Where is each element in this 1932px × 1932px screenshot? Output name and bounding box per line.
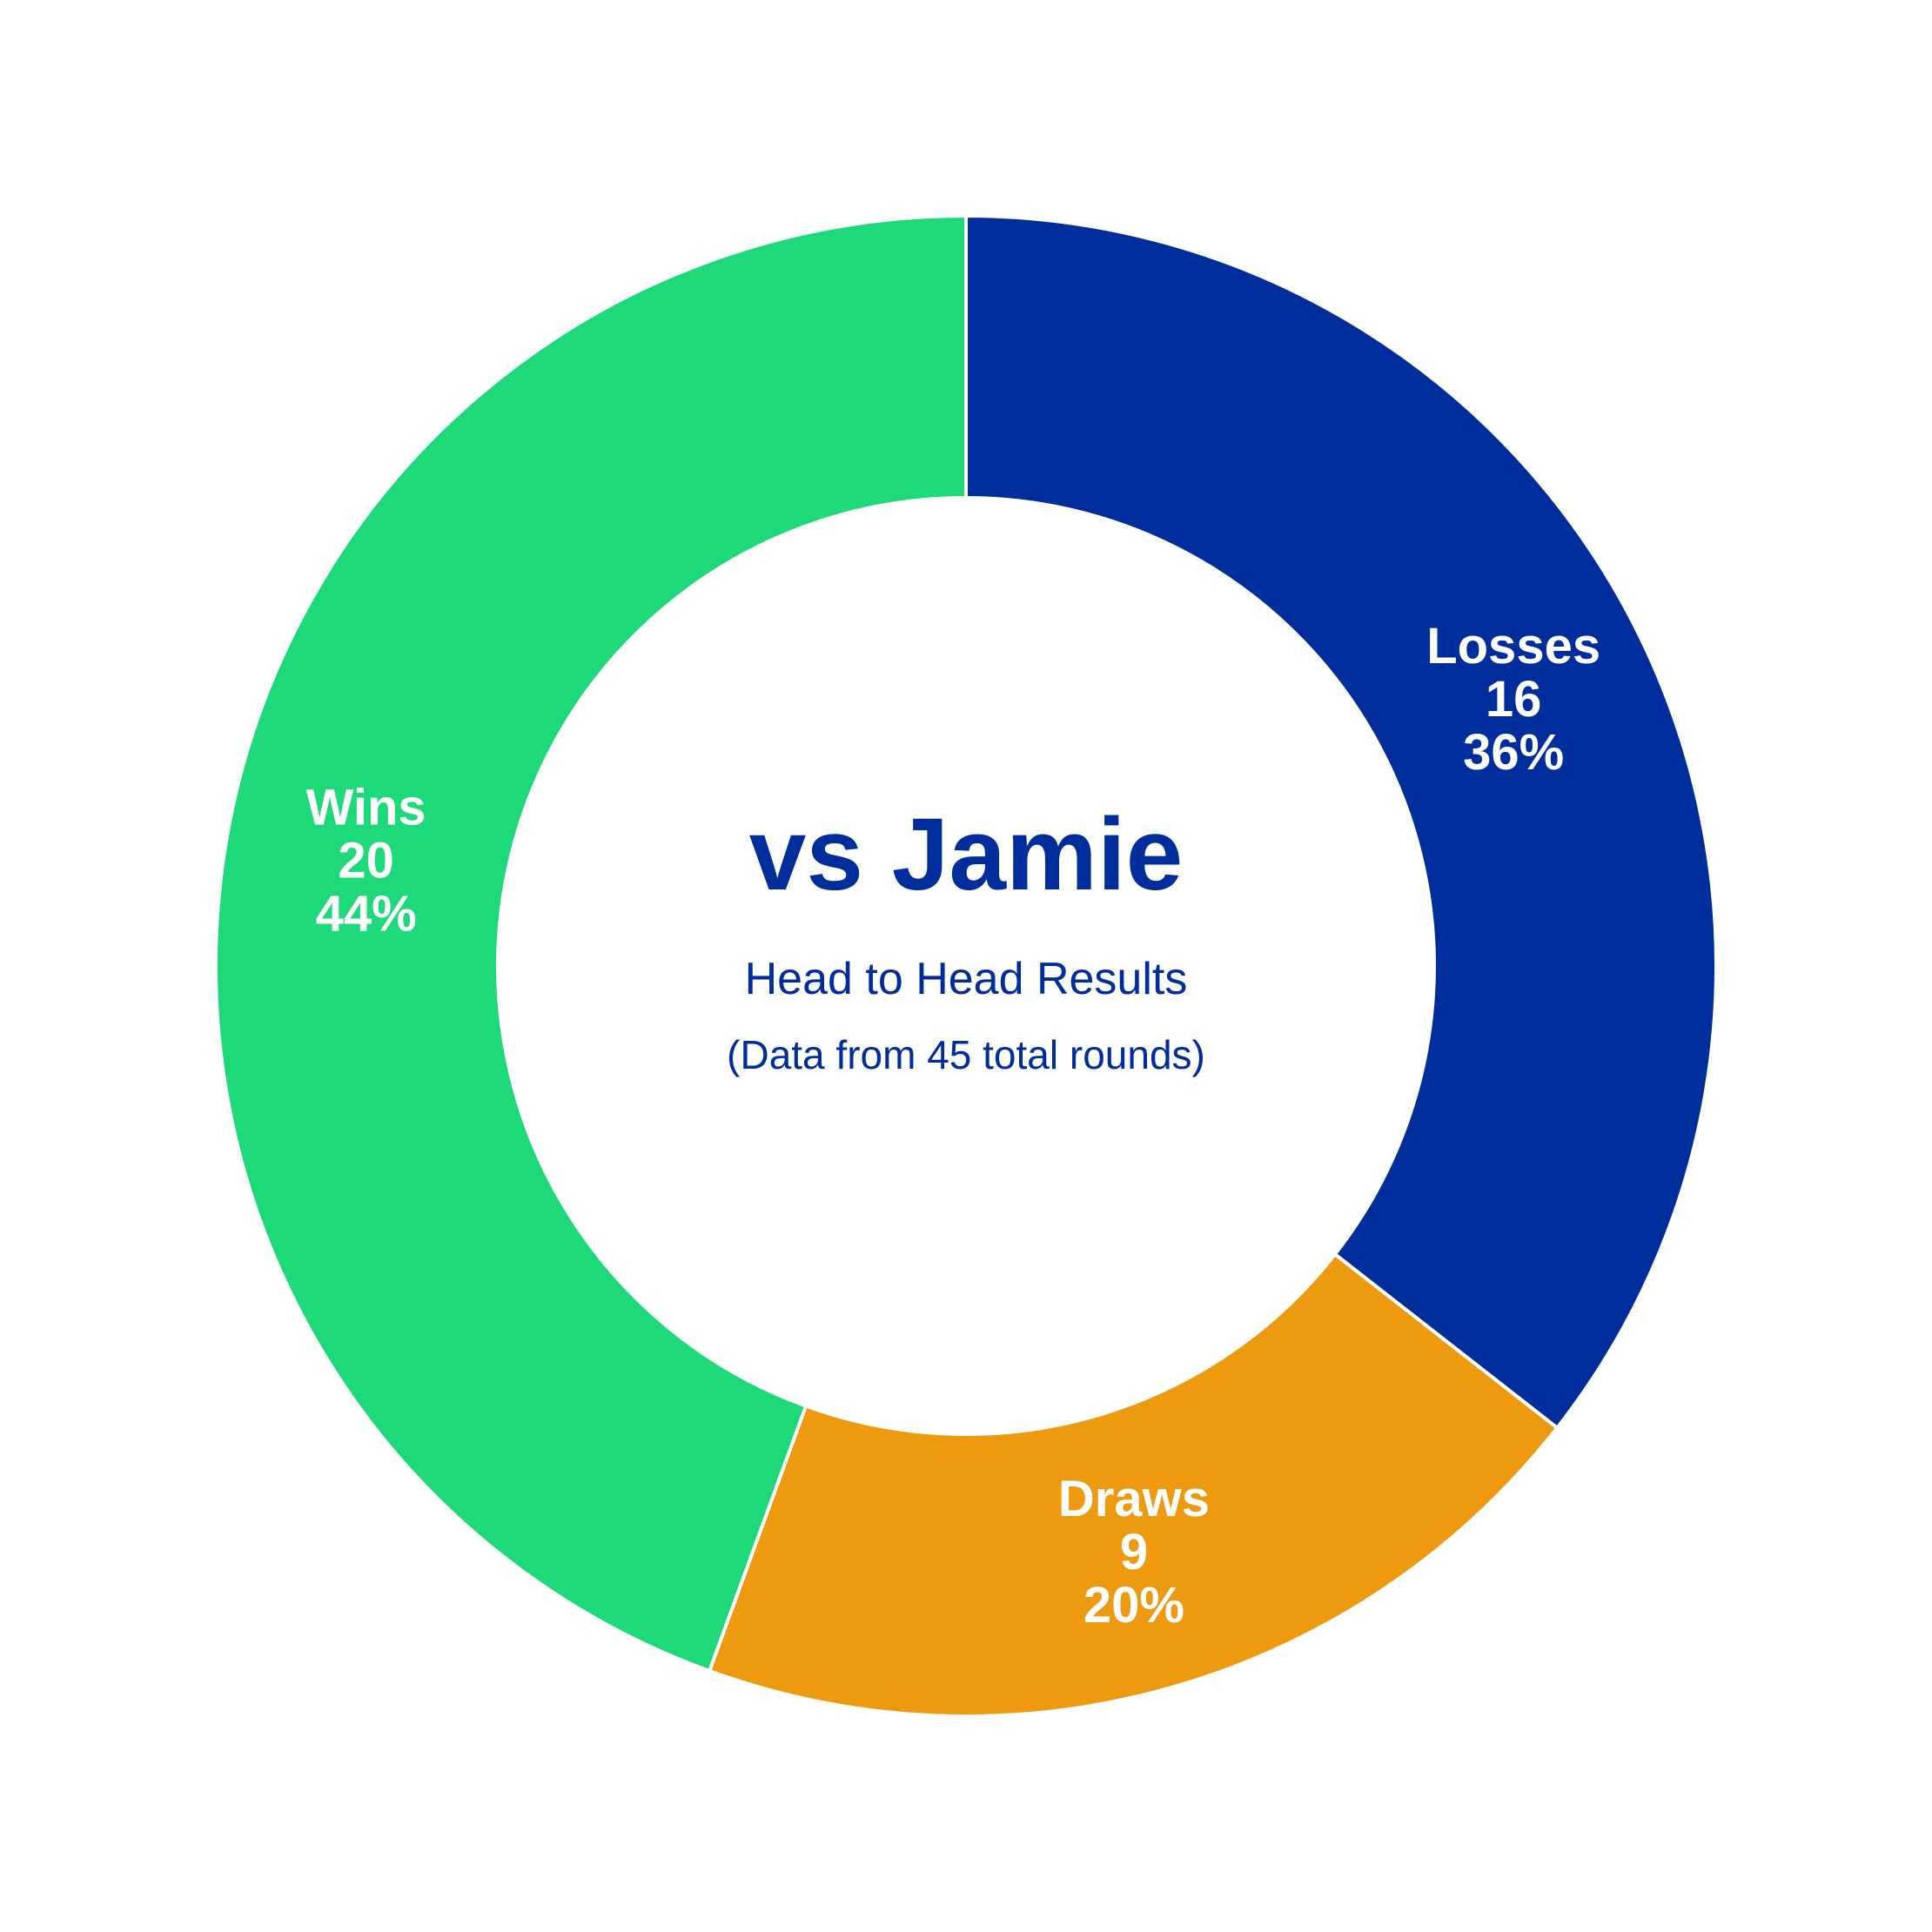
slice-wins-percent: 44% (316, 885, 417, 942)
slice-wins-value: 20 (338, 832, 394, 889)
slice-draws-label: Draws (1058, 1471, 1210, 1527)
slice-wins (214, 213, 968, 1674)
slice-wins-label: Wins (306, 779, 426, 835)
slice-losses-percent: 36% (1463, 724, 1564, 781)
chart-note: (Data from 45 total rounds) (727, 1032, 1205, 1077)
slice-draws-percent: 20% (1083, 1577, 1184, 1633)
donut-slices (214, 213, 1718, 1718)
slice-draws (707, 1251, 1560, 1718)
slice-losses-label: Losses (1426, 618, 1600, 674)
chart-subtitle: Head to Head Results (745, 954, 1188, 1004)
slice-losses-value: 16 (1486, 671, 1542, 728)
slice-draws-value: 9 (1120, 1524, 1148, 1580)
chart-title: vs Jamie (749, 797, 1184, 912)
slice-losses (964, 213, 1718, 1431)
